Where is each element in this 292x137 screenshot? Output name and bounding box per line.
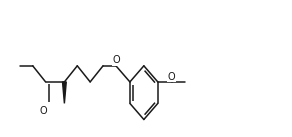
Text: O: O bbox=[112, 55, 120, 65]
Polygon shape bbox=[62, 82, 66, 103]
Text: O: O bbox=[40, 106, 47, 116]
Text: O: O bbox=[168, 72, 175, 82]
